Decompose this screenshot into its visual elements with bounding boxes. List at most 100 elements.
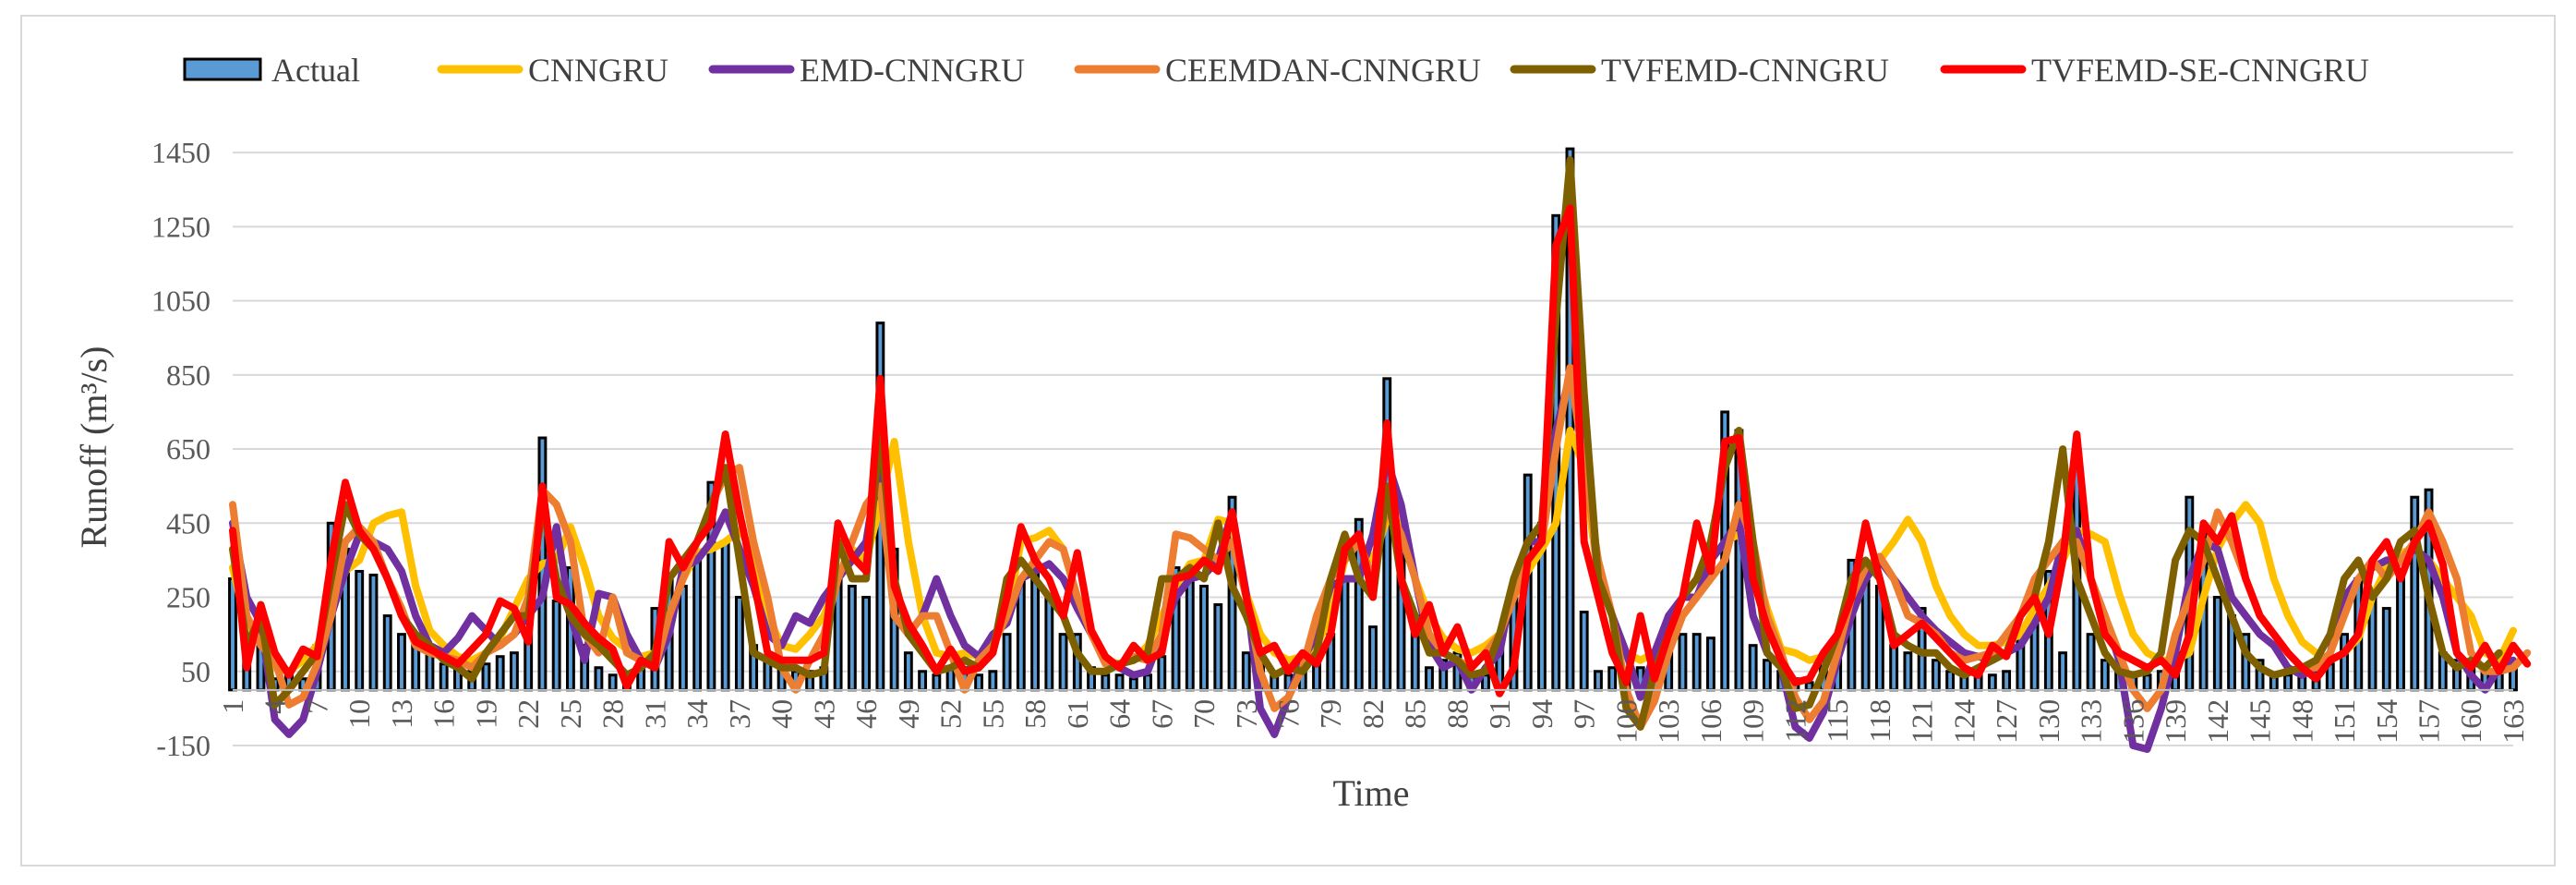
bar xyxy=(1945,670,1956,692)
legend-label: TVFEMD-CNNGRU xyxy=(1601,52,1889,89)
x-tick-label: 88 xyxy=(1440,699,1474,729)
x-tick-label: 64 xyxy=(1103,699,1137,729)
bar xyxy=(1058,633,1068,692)
x-tick-label: 109 xyxy=(1737,699,1770,744)
x-tick-label: 148 xyxy=(2285,699,2318,744)
bar xyxy=(411,644,421,692)
bar xyxy=(439,662,449,692)
x-tick-label: 40 xyxy=(765,699,799,729)
bar xyxy=(382,614,392,692)
x-tick-label: 154 xyxy=(2370,699,2403,744)
bar xyxy=(355,569,365,692)
bar xyxy=(1705,636,1715,692)
bar xyxy=(1903,651,1913,692)
bar xyxy=(1368,625,1378,692)
bar xyxy=(1860,576,1871,692)
x-tick-label: 7 xyxy=(300,699,333,714)
bar xyxy=(510,651,519,692)
bar xyxy=(551,600,561,692)
bar xyxy=(1101,673,1111,692)
bar xyxy=(1889,644,1899,692)
bar xyxy=(1241,651,1251,692)
bar xyxy=(2340,633,2349,692)
bar xyxy=(988,670,998,692)
bar xyxy=(1128,677,1138,692)
legend-label: EMD-CNNGRU xyxy=(800,52,1025,89)
y-tick-label: -150 xyxy=(156,729,211,762)
x-tick-label: 55 xyxy=(976,699,1009,729)
x-tick-label: 106 xyxy=(1694,699,1727,744)
bar xyxy=(2283,673,2293,692)
bar xyxy=(2100,659,2110,692)
y-tick-label: 1450 xyxy=(151,136,211,169)
bar xyxy=(1762,659,1772,692)
x-tick-label: 58 xyxy=(1018,699,1052,729)
x-tick-label: 4 xyxy=(259,699,292,714)
x-tick-label: 121 xyxy=(1906,699,1939,744)
x-tick-label: 37 xyxy=(723,699,756,729)
bar xyxy=(2410,495,2420,692)
y-tick-label: 650 xyxy=(166,432,211,466)
bar xyxy=(2002,670,2012,692)
series-line xyxy=(229,156,2503,731)
x-tick-label: 49 xyxy=(892,699,925,729)
bar xyxy=(481,662,491,692)
bar xyxy=(1691,633,1702,692)
bar xyxy=(1748,644,1758,692)
x-tick-label: 34 xyxy=(680,699,714,729)
y-tick-label: 50 xyxy=(181,655,211,688)
bar xyxy=(918,670,928,692)
bar xyxy=(861,596,872,692)
x-tick-label: 13 xyxy=(385,699,418,729)
x-tick-label: 52 xyxy=(934,699,968,729)
bar xyxy=(734,596,744,692)
bar xyxy=(1199,584,1209,692)
x-tick-label: 124 xyxy=(1947,699,1980,744)
legend: Actual CNNGRU EMD-CNNGRU CEEMDAN-CNNGRU TVFE… xyxy=(183,52,2369,89)
x-tick-label: 118 xyxy=(1863,699,1896,743)
bar xyxy=(1678,633,1688,692)
bar xyxy=(974,673,984,692)
bar xyxy=(1594,670,1603,692)
bar xyxy=(594,666,604,692)
x-tick-label: 28 xyxy=(596,699,630,729)
x-tick-label: 61 xyxy=(1061,699,1094,729)
x-tick-label: 31 xyxy=(638,699,671,729)
bar xyxy=(1213,603,1223,692)
x-tick-label: 70 xyxy=(1187,699,1221,729)
bar xyxy=(2086,633,2096,692)
bar xyxy=(932,673,942,692)
bar xyxy=(2142,673,2152,692)
x-tick-label: 10 xyxy=(343,699,376,729)
bar xyxy=(1931,659,1941,692)
x-tick-label: 19 xyxy=(469,699,502,729)
bar xyxy=(1114,673,1125,692)
bar xyxy=(1987,673,1997,692)
bar xyxy=(903,651,913,692)
x-tick-label: 133 xyxy=(2075,699,2108,744)
bar xyxy=(1157,655,1167,692)
x-tick-label: 85 xyxy=(1399,699,1432,729)
x-tick-label: 25 xyxy=(554,699,587,729)
bar xyxy=(1044,596,1054,692)
legend-swatch xyxy=(183,57,262,81)
bar xyxy=(1340,576,1350,692)
bar xyxy=(1185,576,1195,692)
bar xyxy=(2058,651,2068,692)
bar xyxy=(1143,673,1152,692)
x-tick-label: 73 xyxy=(1230,699,1263,729)
bar xyxy=(1804,681,1814,692)
series-line xyxy=(229,204,2532,697)
x-tick-label: 103 xyxy=(1652,699,1685,744)
x-tick-label: 79 xyxy=(1314,699,1347,729)
y-tick-label: 450 xyxy=(166,506,211,539)
bar xyxy=(847,584,857,692)
x-tick-label: 130 xyxy=(2032,699,2065,744)
x-tick-label: 145 xyxy=(2244,699,2277,744)
legend-label: CEEMDAN-CNNGRU xyxy=(1165,52,1481,89)
y-axis-title: Runoff (m³/s) xyxy=(73,346,114,548)
bar xyxy=(495,655,505,692)
x-axis-title: Time xyxy=(1332,772,1409,814)
x-tick-label: 163 xyxy=(2497,699,2530,744)
y-tick-label: 1250 xyxy=(151,210,211,243)
